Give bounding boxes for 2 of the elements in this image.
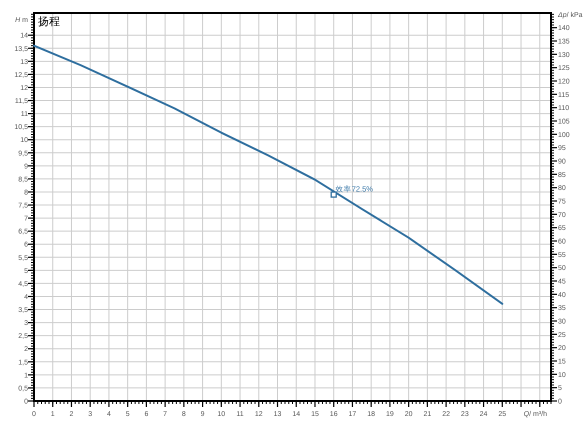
- chart-title: 扬程: [38, 16, 60, 28]
- line-series: [33, 44, 504, 305]
